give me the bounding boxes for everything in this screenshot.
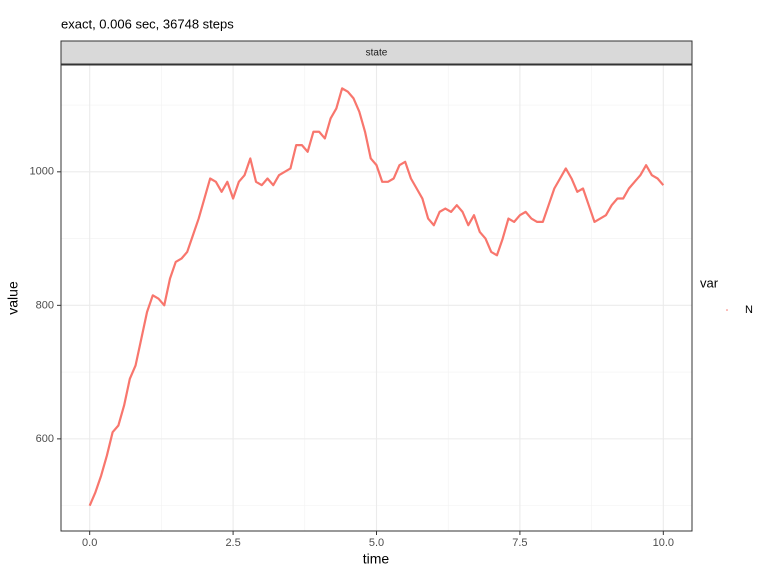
x-axis-label: time xyxy=(363,551,390,567)
legend-title: var xyxy=(700,275,719,290)
y-tick-label: 1000 xyxy=(30,166,54,178)
y-tick-label: 800 xyxy=(36,299,54,311)
y-axis-label: value xyxy=(5,281,21,315)
panel-border xyxy=(60,64,693,532)
y-tick-label: 600 xyxy=(36,433,54,445)
x-tick-label: 5.0 xyxy=(369,537,384,549)
x-tick-label: 7.5 xyxy=(512,537,527,549)
facet-label: state xyxy=(366,48,388,59)
x-tick-label: 2.5 xyxy=(225,537,240,549)
x-tick-label: 0.0 xyxy=(82,537,97,549)
x-tick-label: 10.0 xyxy=(653,537,674,549)
chart-title: exact, 0.006 sec, 36748 steps xyxy=(61,16,234,31)
legend-label: N xyxy=(745,304,753,316)
series-line xyxy=(88,87,665,507)
facet-strip xyxy=(60,40,693,65)
legend-key xyxy=(726,309,728,311)
